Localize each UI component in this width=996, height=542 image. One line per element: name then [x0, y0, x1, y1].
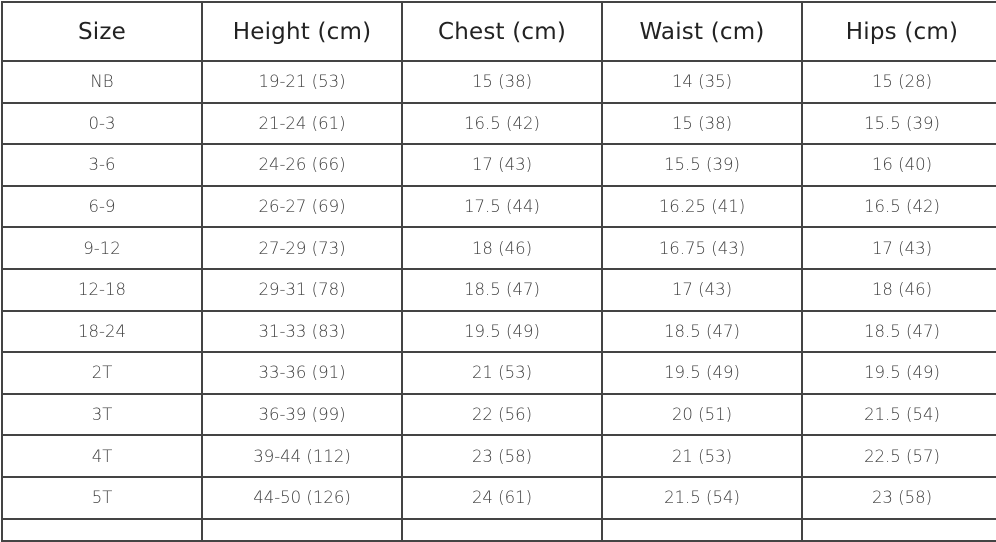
cell-chest: 18.5 (47) — [401, 267, 603, 312]
cell-empty — [401, 517, 603, 542]
table-row: 6-9 26-27 (69) 17.5 (44) 16.25 (41) 16.5 (42… — [1, 184, 996, 229]
cell-waist: 14 (35) — [601, 60, 803, 104]
cell-waist: 21 (53) — [601, 434, 803, 478]
cell-size: 9-12 — [1, 226, 203, 270]
cell-hips: 21.5 (54) — [801, 392, 996, 437]
cell-hips: 16 (40) — [801, 143, 996, 187]
table-row-cut-off — [1, 517, 996, 542]
cell-size: 2T — [1, 351, 203, 395]
table-row: 3-6 24-26 (66) 17 (43) 15.5 (39) 16 (40) — [1, 143, 996, 187]
cell-waist: 18.5 (47) — [601, 309, 803, 354]
cell-size: 6-9 — [1, 184, 203, 229]
cell-height: 44-50 (126) — [201, 475, 403, 520]
table-row: 2T 33-36 (91) 21 (53) 19.5 (49) 19.5 (49) — [1, 351, 996, 395]
table-row: 18-24 31-33 (83) 19.5 (49) 18.5 (47) 18.5 (4… — [1, 309, 996, 354]
cell-empty — [201, 517, 403, 542]
cell-height: 26-27 (69) — [201, 184, 403, 229]
cell-waist: 20 (51) — [601, 392, 803, 437]
cell-chest: 19.5 (49) — [401, 309, 603, 354]
column-header-waist: Waist (cm) — [601, 1, 803, 62]
cell-chest: 23 (58) — [401, 434, 603, 478]
cell-waist: 21.5 (54) — [601, 475, 803, 520]
cell-waist: 15 (38) — [601, 101, 803, 146]
cell-hips: 15.5 (39) — [801, 101, 996, 146]
column-header-size: Size — [1, 1, 203, 62]
table-row: 0-3 21-24 (61) 16.5 (42) 15 (38) 15.5 (39) — [1, 101, 996, 146]
table-row: NB 19-21 (53) 15 (38) 14 (35) 15 (28) — [1, 60, 996, 104]
cell-empty — [1, 517, 203, 542]
cell-chest: 24 (61) — [401, 475, 603, 520]
cell-waist: 15.5 (39) — [601, 143, 803, 187]
cell-size: 3T — [1, 392, 203, 437]
column-header-chest: Chest (cm) — [401, 1, 603, 62]
cell-height: 31-33 (83) — [201, 309, 403, 354]
cell-chest: 17.5 (44) — [401, 184, 603, 229]
cell-hips: 23 (58) — [801, 475, 996, 520]
cell-hips: 15 (28) — [801, 60, 996, 104]
cell-empty — [601, 517, 803, 542]
table-row: 5T 44-50 (126) 24 (61) 21.5 (54) 23 (58) — [1, 475, 996, 520]
cell-chest: 17 (43) — [401, 143, 603, 187]
cell-waist: 16.75 (43) — [601, 226, 803, 270]
cell-hips: 16.5 (42) — [801, 184, 996, 229]
cell-hips: 22.5 (57) — [801, 434, 996, 478]
cell-height: 21-24 (61) — [201, 101, 403, 146]
cell-empty — [801, 517, 996, 542]
cell-chest: 18 (46) — [401, 226, 603, 270]
cell-hips: 19.5 (49) — [801, 351, 996, 395]
cell-height: 19-21 (53) — [201, 60, 403, 104]
cell-chest: 16.5 (42) — [401, 101, 603, 146]
cell-chest: 22 (56) — [401, 392, 603, 437]
cell-height: 36-39 (99) — [201, 392, 403, 437]
table-body: NB 19-21 (53) 15 (38) 14 (35) 15 (28) 0-3 21-2… — [1, 60, 996, 542]
cell-hips: 18 (46) — [801, 267, 996, 312]
cell-height: 39-44 (112) — [201, 434, 403, 478]
cell-size: 4T — [1, 434, 203, 478]
cell-waist: 16.25 (41) — [601, 184, 803, 229]
cell-size: 0-3 — [1, 101, 203, 146]
cell-size: 12-18 — [1, 267, 203, 312]
cell-waist: 17 (43) — [601, 267, 803, 312]
cell-size: 18-24 — [1, 309, 203, 354]
table-row: 12-18 29-31 (78) 18.5 (47) 17 (43) 18 (46) — [1, 267, 996, 312]
table-row: 3T 36-39 (99) 22 (56) 20 (51) 21.5 (54) — [1, 392, 996, 437]
cell-height: 29-31 (78) — [201, 267, 403, 312]
cell-height: 33-36 (91) — [201, 351, 403, 395]
table-row: 9-12 27-29 (73) 18 (46) 16.75 (43) 17 (43) — [1, 226, 996, 270]
cell-chest: 21 (53) — [401, 351, 603, 395]
cell-chest: 15 (38) — [401, 60, 603, 104]
cell-hips: 17 (43) — [801, 226, 996, 270]
column-header-height: Height (cm) — [201, 1, 403, 62]
cell-height: 24-26 (66) — [201, 143, 403, 187]
header-row: Size Height (cm) Chest (cm) Waist (cm) Hips … — [1, 1, 996, 62]
cell-waist: 19.5 (49) — [601, 351, 803, 395]
table-row: 4T 39-44 (112) 23 (58) 21 (53) 22.5 (57) — [1, 434, 996, 478]
column-header-hips: Hips (cm) — [801, 1, 996, 62]
cell-hips: 18.5 (47) — [801, 309, 996, 354]
cell-height: 27-29 (73) — [201, 226, 403, 270]
cell-size: 3-6 — [1, 143, 203, 187]
cell-size: 5T — [1, 475, 203, 520]
cell-size: NB — [1, 60, 203, 104]
